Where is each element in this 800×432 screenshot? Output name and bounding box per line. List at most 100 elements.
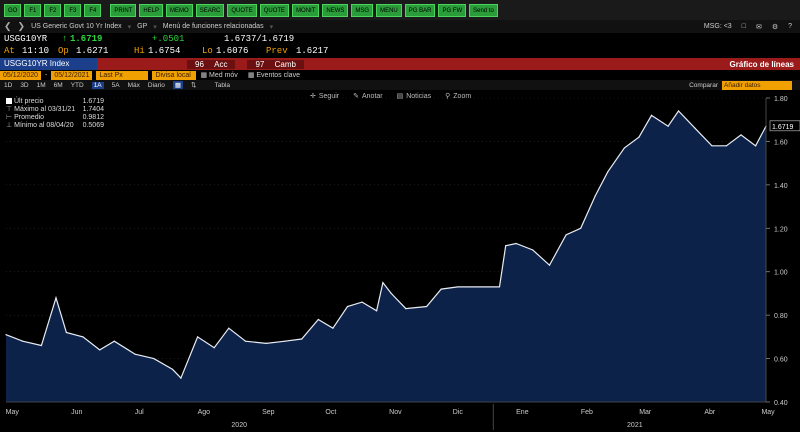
hash-icon: 96 xyxy=(191,59,208,69)
magnifier-icon: ⚲ xyxy=(445,93,451,100)
fkey-f3[interactable]: F3 xyxy=(64,3,82,17)
fkey-f4[interactable]: F4 xyxy=(84,3,102,17)
currency-select[interactable]: Divisa local xyxy=(152,70,197,80)
fkey-pg-bar[interactable]: PG BAR xyxy=(404,3,436,17)
fkey-pg-fw[interactable]: PG FW xyxy=(438,3,467,17)
data-point xyxy=(607,171,609,173)
data-point xyxy=(711,145,713,147)
data-point xyxy=(180,377,182,379)
chevron-down-icon[interactable]: ▾ xyxy=(153,23,157,31)
fkey-news[interactable]: NEWS xyxy=(322,3,349,17)
data-point xyxy=(22,340,24,342)
fkey-monit[interactable]: MONIT xyxy=(292,3,320,17)
actions-menu[interactable]: 96 Acc xyxy=(187,59,236,69)
x-tick-label: Jul xyxy=(135,409,144,416)
fkey-memo[interactable]: MEMO xyxy=(166,3,193,17)
zoom-tool[interactable]: ⚲ Zoom xyxy=(445,92,471,101)
security-name[interactable]: US Generic Govt 10 Yr Index xyxy=(31,23,122,30)
data-point xyxy=(725,145,728,147)
index-field[interactable]: USGG10YR Index xyxy=(0,58,97,70)
moving-average-option[interactable]: ▦ Med móv xyxy=(200,71,237,79)
chart-area[interactable]: 1.80 1.60 1.40 1.20 1.00 0.80 0.60 0.40 1.6719 Ma… xyxy=(0,90,800,432)
compare-label: Comparar xyxy=(689,81,718,89)
fkey-f2[interactable]: F2 xyxy=(44,3,62,17)
fkey-send-to[interactable]: Send to xyxy=(469,3,498,17)
x-tick-label: Oct xyxy=(325,409,336,416)
chevron-down-icon[interactable]: ▾ xyxy=(269,23,274,31)
data-point xyxy=(515,242,517,245)
min-marker-icon: ⊥ xyxy=(6,122,13,129)
last-price: 1.6719 xyxy=(70,34,103,44)
news-tool[interactable]: ▤ Noticias xyxy=(397,92,432,101)
compare-input[interactable]: Añadir datos xyxy=(722,80,792,90)
data-point xyxy=(134,353,136,355)
period-3d[interactable]: 3D xyxy=(20,81,29,89)
msg-indicator[interactable]: MSG: <3 xyxy=(703,23,732,30)
max-marker-icon: ⊤ xyxy=(6,106,13,113)
window-icon[interactable]: □ xyxy=(741,23,746,30)
period-1d[interactable]: 1D xyxy=(4,81,13,89)
table-button[interactable]: Tabla xyxy=(214,81,231,89)
period-máx[interactable]: Máx xyxy=(127,81,140,89)
chart-style-icon[interactable]: ▦ xyxy=(172,81,184,89)
fkey-menu[interactable]: MENU xyxy=(376,3,402,17)
chart-header-bar: USGG10YR Index 96 Acc 97 Camb Gráfico de… xyxy=(0,58,800,70)
related-functions-menu[interactable]: Menú de funciones relacionadas xyxy=(162,23,264,30)
legend-last[interactable]: Últ precio 1.6719 xyxy=(6,98,104,106)
period-1a[interactable]: 1A xyxy=(91,81,104,89)
start-date-field[interactable]: 05/12/2020 xyxy=(0,70,42,80)
data-point xyxy=(694,127,696,129)
fkey-f1[interactable]: F1 xyxy=(24,3,42,17)
fkey-print[interactable]: PRINT xyxy=(110,3,137,17)
key-events-label: Eventos clave xyxy=(256,72,300,79)
annotate-tool[interactable]: ✎ Anotar xyxy=(353,92,383,101)
fkey-quote[interactable]: QUOTE xyxy=(227,3,257,17)
data-point xyxy=(740,134,742,136)
chat-icon[interactable]: ✉ xyxy=(755,23,762,31)
period-ytd[interactable]: YTD xyxy=(70,81,84,89)
data-point xyxy=(426,305,428,308)
fkey-help[interactable]: HELP xyxy=(139,3,164,17)
period-5a[interactable]: 5A xyxy=(111,81,120,89)
x-tick-label: Ene xyxy=(516,409,529,416)
legend-min: ⊥ Mínimo al 08/04/20 0.5069 xyxy=(6,122,104,130)
fkey-searc[interactable]: SEARC xyxy=(195,3,225,17)
field-select[interactable]: Last Px xyxy=(96,70,149,80)
chevron-down-icon[interactable]: ▾ xyxy=(127,23,132,31)
follow-tool[interactable]: ✛ Seguir xyxy=(310,92,340,101)
data-point xyxy=(580,227,582,229)
fkey-go[interactable]: GO xyxy=(4,3,22,17)
fkey-msg[interactable]: MSG xyxy=(351,3,374,17)
x-tick-label: Feb xyxy=(581,409,593,416)
period-1m[interactable]: 1M xyxy=(36,81,46,89)
data-point xyxy=(457,286,459,288)
data-point xyxy=(405,308,407,310)
period-diario[interactable]: Diario xyxy=(147,81,165,89)
bar-style-icon[interactable]: ⇅ xyxy=(191,82,197,89)
help-icon[interactable]: ? xyxy=(788,23,792,30)
high-label: Hi xyxy=(134,46,145,56)
follow-label: Seguir xyxy=(318,92,340,100)
bid-ask: 1.6737/1.6719 xyxy=(224,34,295,44)
annotate-label: Anotar xyxy=(361,92,383,100)
end-date-field[interactable]: 05/12/2021 xyxy=(51,70,93,80)
data-point xyxy=(390,292,392,295)
legend-avg: ⊢ Promedio 0.9812 xyxy=(6,114,104,122)
y-tick-label: 0.80 xyxy=(774,313,788,320)
data-point xyxy=(99,349,101,351)
back-arrow-icon[interactable]: ❮ xyxy=(4,21,12,31)
data-point xyxy=(317,318,319,321)
data-point xyxy=(650,114,653,116)
fkey-quote[interactable]: QUOTE xyxy=(259,3,290,17)
forward-arrow-icon[interactable]: ❯ xyxy=(17,21,26,31)
data-point xyxy=(40,344,42,347)
settings-icon[interactable]: ⚙ xyxy=(771,23,779,31)
data-point xyxy=(244,340,247,342)
ticker-line-1: USGG10YR ↑ 1.6719 +.0501 1.6737/1.6719 xyxy=(0,33,800,45)
data-point xyxy=(82,336,84,338)
gp-dropdown[interactable]: GP xyxy=(137,23,148,30)
period-6m[interactable]: 6M xyxy=(53,81,63,89)
key-events-option[interactable]: ▦ Eventos clave xyxy=(248,71,300,79)
change-menu[interactable]: 97 Camb xyxy=(247,59,304,69)
price-chart[interactable]: 1.80 1.60 1.40 1.20 1.00 0.80 0.60 0.40 1.6719 Ma… xyxy=(0,90,800,432)
